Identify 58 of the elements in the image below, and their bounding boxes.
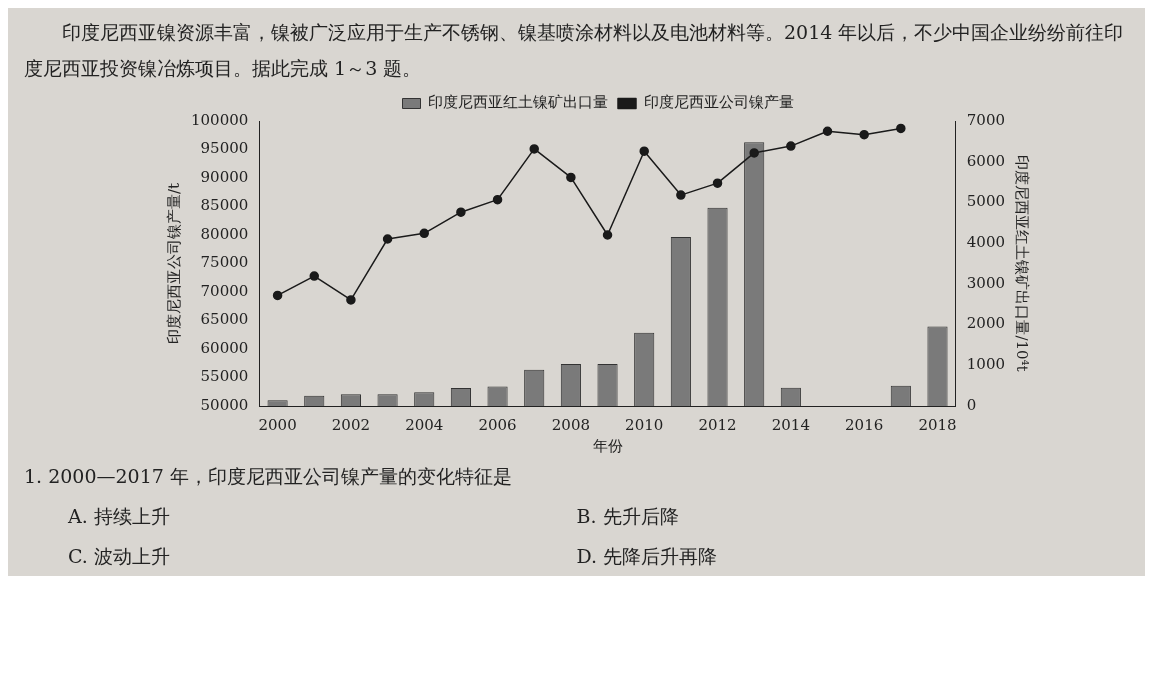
y-tick-label: 80000	[200, 224, 249, 243]
y2-axis-title: 印度尼西亚红土镍矿出口量/10⁴t	[1013, 155, 1032, 372]
x-tick-label: 2010	[625, 415, 664, 434]
point	[456, 207, 466, 217]
x-tick-label: 2000	[258, 415, 297, 434]
point	[822, 126, 833, 137]
point	[639, 146, 649, 156]
y2-tick-label: 0	[966, 395, 977, 414]
y-tick-label: 100000	[191, 110, 249, 129]
y2-tick-label: 3000	[966, 273, 1006, 292]
x-tick-label: 2018	[918, 415, 957, 434]
text: 1. 2000—2017 年，印度尼西亚公司镍产量的变化特征是	[23, 464, 513, 489]
x-tick-label: 2016	[845, 415, 884, 434]
text: 印度尼西亚镍资源丰富，镍被广泛应用于生产不锈钢、镍基喷涂材料以及电池材料等。2014 年以后，不少中国企业纷纷前往印度尼西亚投资镍冶炼项目。据此完成 1～3 题。	[23, 20, 1125, 81]
point	[712, 178, 723, 188]
point	[676, 190, 686, 200]
y2-tick-label: 4000	[966, 233, 1006, 252]
y2-tick-label: 2000	[966, 314, 1006, 333]
y2-tick-label: 7000	[966, 110, 1006, 129]
x-tick-label: 2012	[698, 415, 737, 434]
y-tick-label: 90000	[200, 167, 249, 186]
point	[566, 172, 576, 183]
y-tick-label: 95000	[200, 139, 249, 158]
y-tick-label: 50000	[200, 395, 249, 414]
point	[786, 141, 796, 151]
y-tick-label: 65000	[200, 310, 249, 329]
x-axis-title: 年份	[592, 436, 623, 455]
point	[272, 290, 283, 301]
point	[896, 123, 906, 134]
y-tick-label: 55000	[200, 367, 249, 386]
point	[419, 228, 429, 239]
point	[749, 148, 759, 158]
x-tick-label: 2004	[405, 415, 444, 434]
point	[602, 230, 613, 240]
y2-tick-label: 1000	[966, 355, 1006, 374]
point	[382, 234, 393, 244]
point	[346, 295, 356, 305]
y-tick-label: 75000	[200, 253, 249, 272]
x-tick-label: 2014	[771, 415, 810, 434]
point	[492, 194, 503, 205]
y-axis-title: 印度尼西亚公司镍产量/t	[164, 182, 183, 345]
y-tick-label: 70000	[200, 281, 249, 300]
point	[529, 144, 539, 154]
legend-label: 印度尼西亚公司镍产量	[643, 93, 794, 112]
legend-label: 印度尼西亚红土镍矿出口量	[428, 93, 608, 112]
point	[859, 129, 869, 140]
text: C. 波动上升	[68, 544, 171, 569]
y2-tick-label: 6000	[966, 151, 1006, 170]
x-tick-label: 2006	[478, 415, 517, 434]
point	[309, 271, 319, 281]
text: D. 先降后升再降	[576, 544, 719, 569]
x-tick-label: 2008	[551, 415, 590, 434]
y-tick-label: 85000	[200, 196, 249, 215]
text: B. 先升后降	[576, 504, 680, 529]
y2-tick-label: 5000	[966, 192, 1006, 211]
x-tick-label: 2002	[331, 415, 371, 434]
text: A. 持续上升	[68, 504, 171, 529]
y-tick-label: 60000	[200, 338, 249, 357]
